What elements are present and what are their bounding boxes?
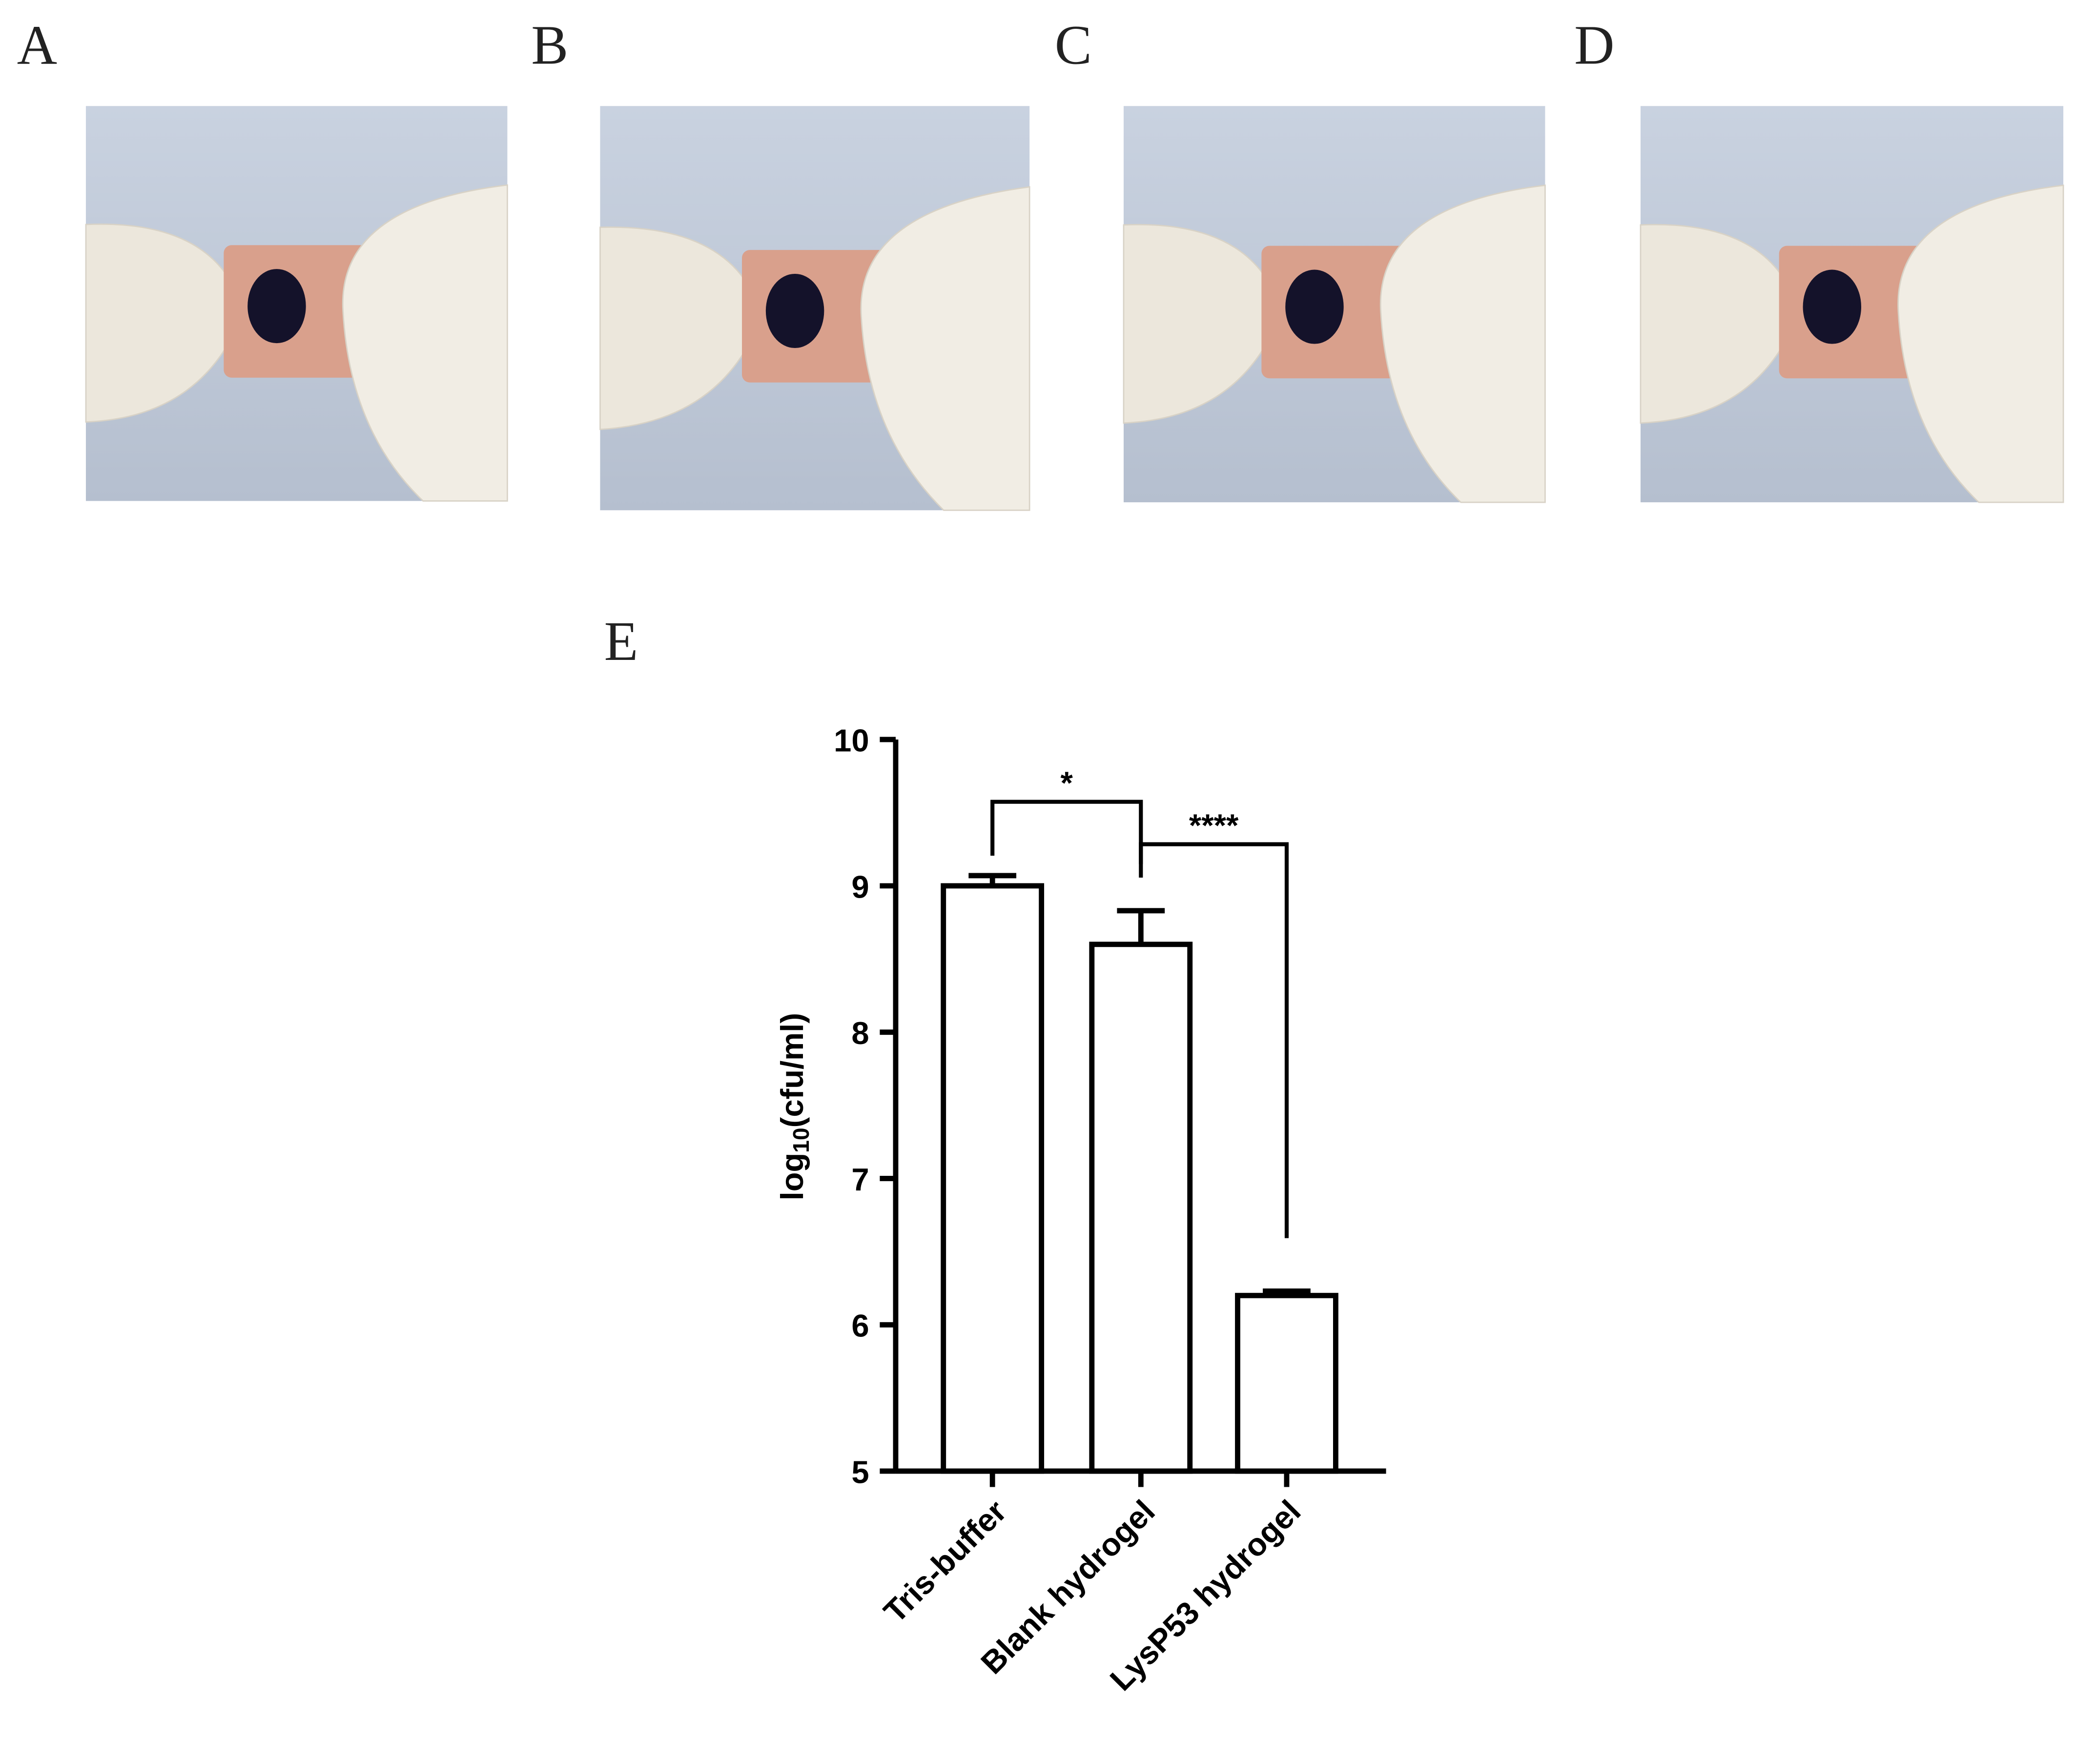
panel-label: C (1055, 14, 1092, 76)
stain (1803, 269, 1862, 344)
y-tick-label: 6 (851, 1308, 869, 1344)
panel-label: B (531, 14, 568, 76)
photo (85, 106, 508, 502)
photo (1640, 106, 2064, 503)
glove (1897, 185, 2064, 503)
bar (1089, 942, 1193, 1474)
x-tick-label: Tris-buffer (877, 1493, 1013, 1629)
panel-label: A (17, 14, 57, 76)
bar (941, 883, 1045, 1474)
glove (860, 186, 1030, 511)
y-tick-label: 9 (851, 869, 869, 904)
stain (765, 273, 824, 349)
stain (1285, 269, 1344, 344)
glove (1379, 185, 1546, 503)
y-axis-label-part: (cfu/ml) (774, 1013, 810, 1128)
y-axis-label-part: 10 (788, 1128, 813, 1152)
significance-bracket (1139, 842, 1289, 1238)
y-tick-label: 10 (834, 723, 869, 759)
photos (85, 106, 2064, 511)
photo (1123, 106, 1546, 503)
y-tick-label: 8 (851, 1015, 869, 1051)
stain (247, 269, 306, 344)
panel-label: E (604, 610, 638, 672)
glove (342, 184, 508, 502)
photo (599, 106, 1030, 511)
y-axis-label-part: log (774, 1153, 810, 1201)
panel-label: D (1574, 14, 1614, 76)
significance-bracket (990, 800, 1143, 878)
significance-label: * (1061, 765, 1073, 800)
y-tick-label: 7 (851, 1162, 869, 1197)
bar (1235, 1292, 1338, 1474)
y-axis-label: log10(cfu/ml) (774, 1013, 814, 1200)
y-tick-label: 5 (851, 1454, 869, 1490)
significance-label: **** (1189, 807, 1239, 843)
